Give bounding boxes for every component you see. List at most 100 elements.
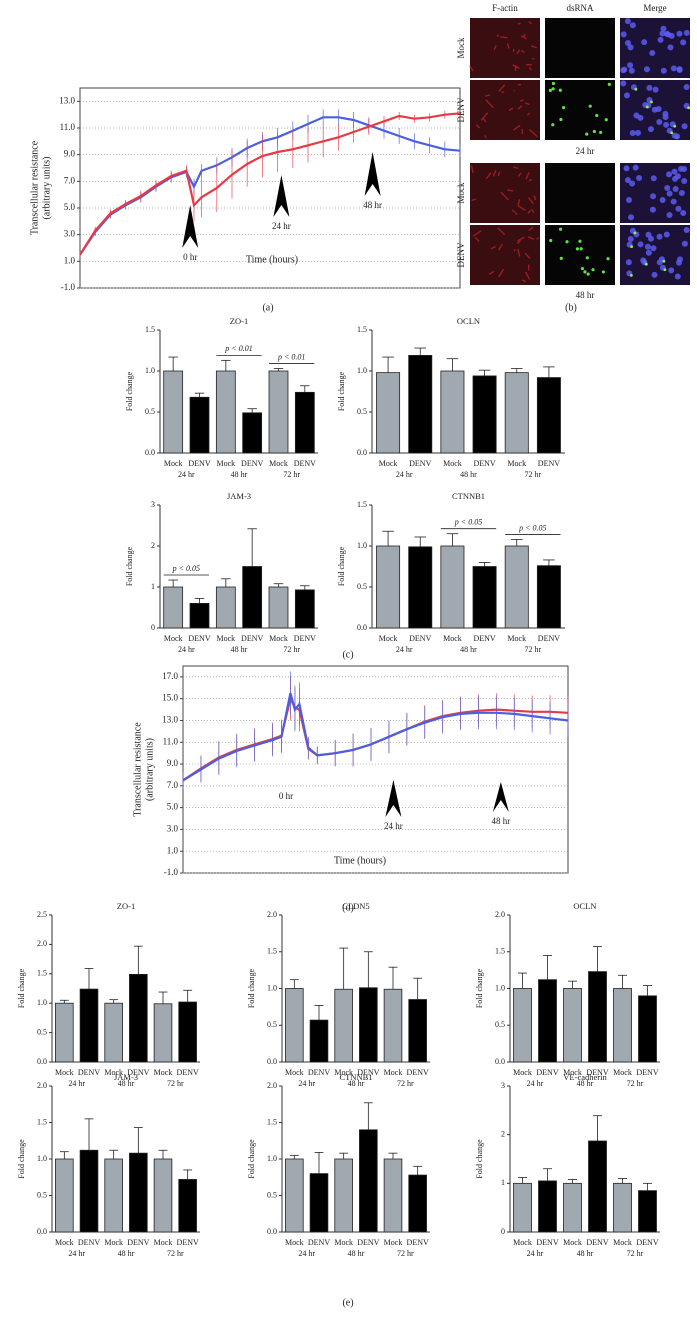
y-tick-label: 5.0 bbox=[167, 802, 179, 812]
x-tick-label: Mock bbox=[613, 1068, 632, 1077]
bar bbox=[613, 1182, 632, 1233]
significance-label: p < 0.05 bbox=[454, 518, 482, 527]
x-tick-label: Mock bbox=[55, 1068, 74, 1077]
nucleus bbox=[628, 67, 635, 74]
x-tick-label: DENV bbox=[409, 634, 431, 643]
nucleus bbox=[637, 241, 644, 248]
y-axis-label: Transcellular resistance bbox=[132, 722, 143, 817]
group-label: 48 hr bbox=[348, 1079, 365, 1088]
bar bbox=[268, 586, 289, 629]
x-tick-label: DENV bbox=[294, 634, 316, 643]
y-tick-label: 1.0 bbox=[145, 366, 155, 375]
actin-fiber bbox=[536, 237, 540, 240]
actin-fiber bbox=[527, 209, 532, 214]
y-tick-label: 0.0 bbox=[37, 1227, 47, 1236]
actin-fiber bbox=[524, 271, 531, 280]
y-tick-label: 3 bbox=[501, 1081, 505, 1090]
dsrna-spot bbox=[595, 113, 599, 118]
x-axis-label: Time (hours) bbox=[246, 254, 298, 265]
annotation: 24 hr bbox=[272, 221, 291, 231]
x-tick-label: Mock bbox=[379, 634, 398, 643]
y-tick-label: 0.0 bbox=[145, 448, 155, 457]
group-label: 72 hr bbox=[627, 1249, 644, 1258]
actin-fiber bbox=[498, 268, 505, 278]
x-tick-label: DENV bbox=[586, 1238, 608, 1247]
actin-fiber bbox=[513, 249, 516, 252]
group-label: 72 hr bbox=[524, 470, 541, 479]
actin-fiber bbox=[496, 34, 500, 37]
bar bbox=[588, 971, 607, 1063]
dsrna-spot bbox=[551, 81, 556, 86]
bar bbox=[613, 988, 632, 1063]
actin-fiber bbox=[528, 178, 533, 182]
y-tick-label: 2.5 bbox=[37, 910, 47, 919]
y-tick-label: 1.5 bbox=[37, 1117, 47, 1126]
x-tick-label: DENV bbox=[409, 459, 431, 468]
group-label: 72 hr bbox=[283, 470, 300, 479]
nucleus bbox=[621, 66, 628, 73]
actin-fiber bbox=[500, 191, 509, 201]
x-axis-label: Time (hours) bbox=[334, 855, 386, 866]
annotation: 48 hr bbox=[363, 200, 382, 210]
x-tick-label: DENV bbox=[308, 1238, 330, 1247]
bar bbox=[408, 546, 433, 629]
actin-fiber bbox=[474, 236, 480, 242]
group-label: 72 hr bbox=[283, 645, 300, 654]
nucleus bbox=[670, 65, 677, 72]
nucleus bbox=[645, 249, 652, 256]
x-tick-label: Mock bbox=[269, 459, 288, 468]
actin-fiber bbox=[517, 248, 521, 257]
actin-fiber bbox=[524, 102, 530, 106]
group-label: 48 hr bbox=[231, 470, 248, 479]
bar bbox=[294, 391, 315, 454]
nucleus bbox=[676, 30, 683, 37]
nucleus bbox=[625, 259, 632, 266]
chart-title: JAM-3 bbox=[114, 1072, 138, 1082]
bar bbox=[129, 1152, 148, 1233]
actin-fiber bbox=[528, 21, 532, 25]
nucleus bbox=[670, 198, 677, 205]
x-tick-label: DENV bbox=[78, 1068, 100, 1077]
y-tick-label: 1.0 bbox=[357, 541, 367, 550]
y-tick-label: 15.0 bbox=[162, 693, 178, 703]
nucleus bbox=[683, 29, 690, 36]
x-tick-label: Mock bbox=[334, 1068, 353, 1077]
row-label: Mock bbox=[456, 37, 466, 58]
y-tick-label: 0.5 bbox=[37, 1190, 47, 1199]
bar bbox=[153, 1158, 173, 1233]
nucleus bbox=[678, 190, 685, 197]
y-tick-label: -1.0 bbox=[164, 867, 179, 877]
y-tick-label: 1.5 bbox=[357, 325, 367, 334]
x-tick-label: Mock bbox=[334, 1238, 353, 1247]
y-axis-label: Fold change bbox=[475, 1139, 484, 1179]
y-tick-label: 1 bbox=[151, 582, 155, 591]
nucleus bbox=[629, 129, 636, 136]
y-tick-label: 1.5 bbox=[267, 1117, 277, 1126]
y-tick-label: 2.0 bbox=[495, 910, 505, 919]
dsrna-spot bbox=[551, 87, 555, 91]
arrow bbox=[277, 775, 294, 787]
x-tick-label: Mock bbox=[285, 1238, 304, 1247]
dsrna-spot bbox=[634, 87, 638, 91]
bar bbox=[104, 1002, 123, 1063]
nucleus bbox=[663, 231, 670, 238]
y-tick-label: 7.0 bbox=[64, 175, 76, 185]
x-tick-label: DENV bbox=[536, 1238, 558, 1247]
bar bbox=[55, 1158, 74, 1233]
significance-label: p < 0.01 bbox=[277, 352, 305, 361]
actin-fiber bbox=[517, 172, 522, 177]
nucleus bbox=[646, 84, 653, 91]
x-tick-label: DENV bbox=[473, 459, 495, 468]
y-tick-label: 0.5 bbox=[495, 1020, 505, 1029]
bar bbox=[79, 1149, 99, 1233]
actin-fiber bbox=[519, 99, 524, 102]
x-tick-label: Mock bbox=[384, 1238, 403, 1247]
dsrna-spot bbox=[551, 123, 555, 127]
y-tick-label: 2 bbox=[151, 541, 155, 550]
x-tick-label: DENV bbox=[473, 634, 495, 643]
actin-fiber bbox=[469, 65, 474, 72]
micrograph bbox=[470, 18, 540, 78]
bar bbox=[285, 1158, 304, 1233]
x-tick-label: Mock bbox=[443, 634, 462, 643]
